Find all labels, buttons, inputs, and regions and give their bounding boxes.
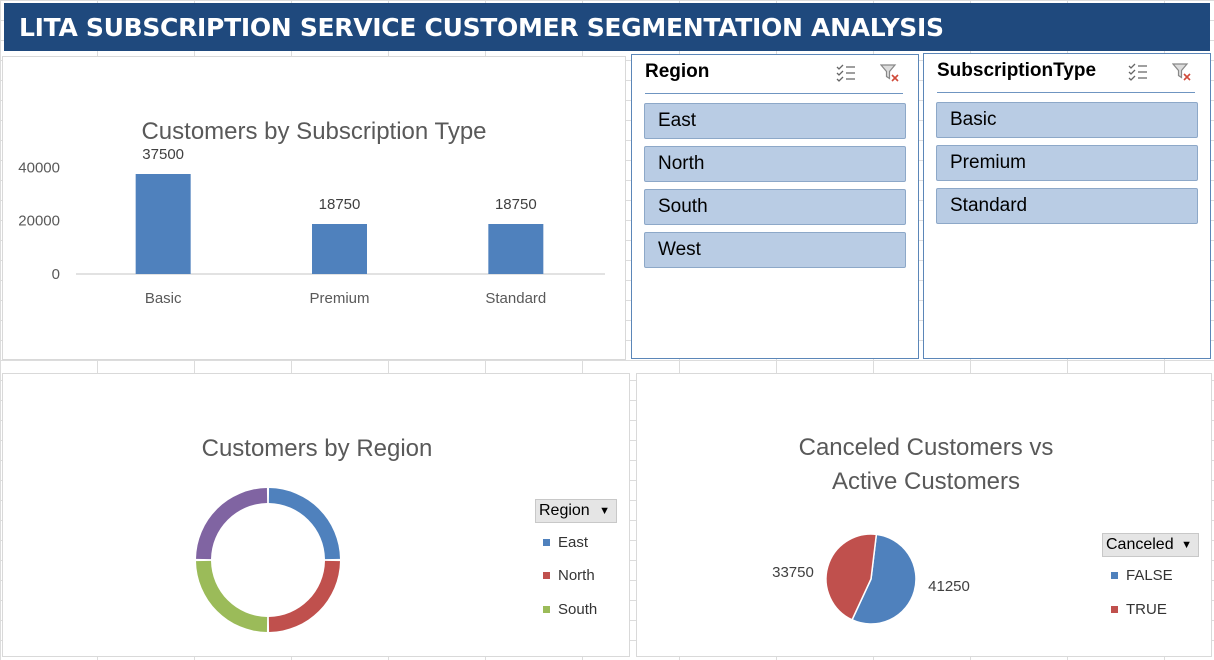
doughnut-segment-east[interactable] [268, 488, 340, 560]
data-label: 37500 [142, 146, 184, 163]
doughnut-segment-3[interactable] [196, 488, 268, 560]
subscription-bar-chart: Customers by Subscription Type 0 20000 400… [18, 118, 605, 307]
x-tick-label: Premium [309, 290, 369, 307]
chart-title: Customers by Region [202, 435, 433, 462]
subscription-chart-panel[interactable]: Customers by Subscription Type 0 20000 400… [2, 56, 626, 360]
chart-title-line-2: Active Customers [832, 468, 1020, 495]
legend-item-false: FALSE [1111, 567, 1173, 584]
slicer-title: SubscriptionType [937, 60, 1097, 81]
data-label: 18750 [495, 196, 537, 213]
legend-swatch [1111, 606, 1118, 613]
clear-filter-icon[interactable] [880, 64, 900, 82]
legend-item-north: North [543, 567, 595, 584]
bar-premium[interactable] [312, 224, 367, 274]
legend-swatch [543, 539, 550, 546]
canceled-pie-chart: Canceled Customers vs Active Customers 4… [772, 434, 1054, 625]
canceled-chart-panel[interactable]: Canceled Customers vs Active Customers 4… [636, 373, 1212, 657]
slicer-header-divider [645, 93, 903, 94]
y-tick-label: 20000 [18, 213, 60, 230]
region-slicer[interactable]: Region East North South West [631, 54, 919, 359]
slicer-item-south[interactable]: South [644, 189, 906, 225]
multi-select-icon[interactable] [836, 64, 856, 82]
doughnut-segment-north[interactable] [268, 560, 340, 632]
legend-swatch [1111, 572, 1118, 579]
legend-item-true: TRUE [1111, 601, 1167, 618]
slicer-item-north[interactable]: North [644, 146, 906, 182]
data-label: 33750 [772, 564, 814, 581]
legend-swatch [543, 606, 550, 613]
slicer-item-basic[interactable]: Basic [936, 102, 1198, 138]
clear-filter-icon[interactable] [1172, 63, 1192, 81]
slicer-item-standard[interactable]: Standard [936, 188, 1198, 224]
subscription-type-slicer[interactable]: SubscriptionType Basic Premium Standard [923, 53, 1211, 359]
slicer-item-east[interactable]: East [644, 103, 906, 139]
legend-item-south: South [543, 601, 597, 618]
multi-select-icon[interactable] [1128, 63, 1148, 81]
chart-title: Customers by Subscription Type [141, 118, 486, 145]
canceled-field-button[interactable]: Canceled ▼ [1102, 533, 1199, 557]
pie-slice-true[interactable] [825, 533, 878, 621]
data-label: 18750 [319, 196, 361, 213]
slicer-item-premium[interactable]: Premium [936, 145, 1198, 181]
chart-title-line-1: Canceled Customers vs [799, 434, 1054, 461]
y-tick-label: 40000 [18, 159, 60, 176]
dropdown-arrow-icon: ▼ [1181, 539, 1192, 551]
data-label: 41250 [928, 578, 970, 595]
dashboard-title-banner: LITA SUBSCRIPTION SERVICE CUSTOMER SEGME… [4, 3, 1210, 51]
legend-item-east: East [543, 534, 588, 551]
bar-basic[interactable] [135, 174, 191, 274]
x-tick-label: Standard [485, 290, 546, 307]
region-field-button[interactable]: Region ▼ [535, 499, 617, 523]
doughnut-segment-south[interactable] [196, 560, 268, 632]
region-doughnut-chart: Customers by Region [196, 435, 433, 632]
region-chart-panel[interactable]: Customers by Region Region ▼ East North S… [2, 373, 630, 657]
slicer-header-divider [937, 92, 1195, 93]
dropdown-arrow-icon: ▼ [599, 505, 610, 517]
slicer-item-west[interactable]: West [644, 232, 906, 268]
slicer-title: Region [645, 61, 710, 82]
dashboard-title: LITA SUBSCRIPTION SERVICE CUSTOMER SEGME… [19, 13, 944, 42]
y-tick-label: 0 [52, 266, 60, 283]
x-tick-label: Basic [145, 290, 182, 307]
pie-slice-false[interactable] [851, 533, 917, 625]
legend-swatch [543, 572, 550, 579]
bar-standard[interactable] [488, 224, 544, 274]
